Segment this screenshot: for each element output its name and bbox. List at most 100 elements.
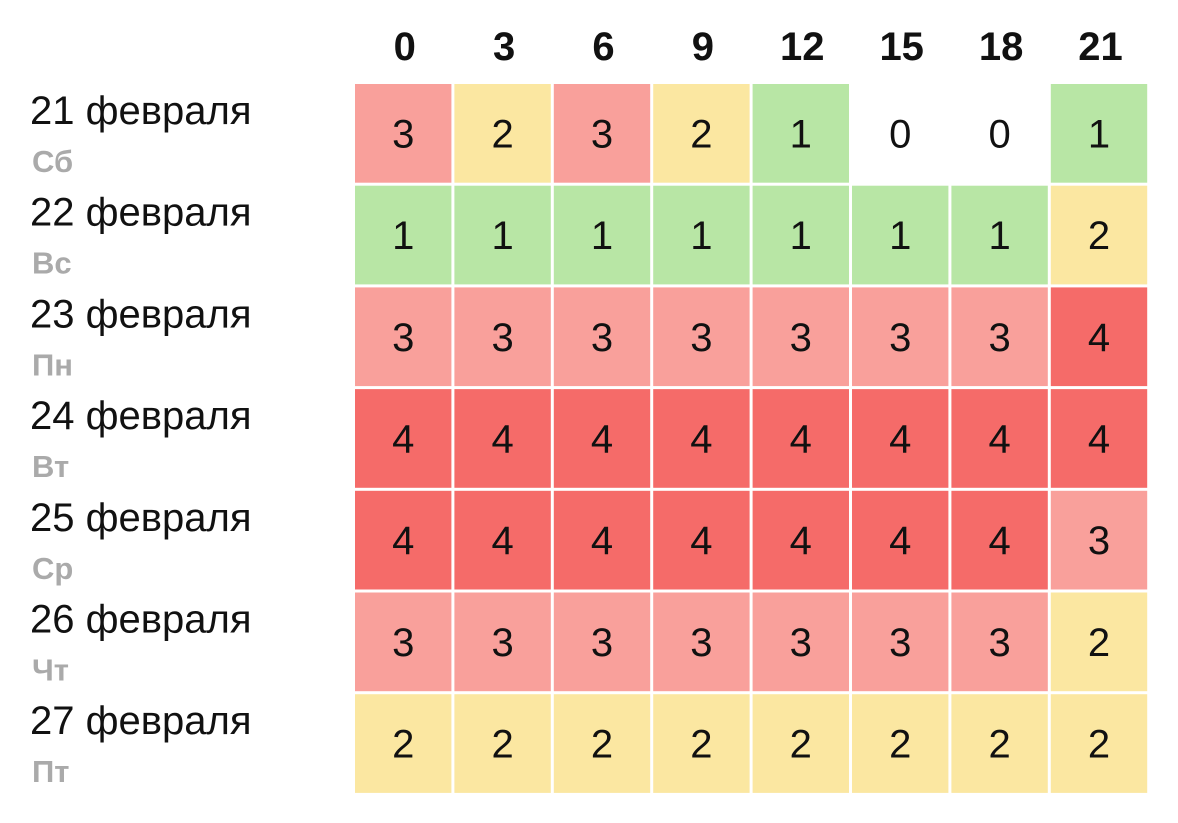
heatmap-cell xyxy=(951,185,1048,285)
heatmap-cell xyxy=(653,287,750,387)
cell-value: 4 xyxy=(591,519,613,563)
heatmap-cell xyxy=(454,84,551,183)
cell-value: 4 xyxy=(690,417,712,461)
heatmap-cell xyxy=(1050,84,1148,183)
cell-value: 2 xyxy=(988,723,1010,767)
cell-value: 4 xyxy=(988,417,1010,461)
heatmap-cell xyxy=(553,389,651,488)
cell-value: 4 xyxy=(690,519,712,563)
weekday-label: Ср xyxy=(32,551,73,586)
cell-value: 4 xyxy=(392,519,414,563)
cell-value: 3 xyxy=(790,316,812,360)
heatmap-cell xyxy=(752,694,849,793)
heatmap-cell xyxy=(951,592,1048,692)
heatmap-cell xyxy=(653,592,750,692)
cell-value: 3 xyxy=(790,621,812,665)
heatmap-cell xyxy=(653,84,750,183)
cell-value: 3 xyxy=(591,316,613,360)
cell-value: 2 xyxy=(690,723,712,767)
heatmap-cell xyxy=(454,389,551,488)
heatmap-cell xyxy=(653,694,750,793)
heatmap-cells: 3 2 3 2 1 0 0 1 1 1 1 1 1 1 1 2 3 3 3 3 3 3 3 4 4 4 4 4 4 4 4 4 4 4 4 4 4 4 4 3… xyxy=(355,84,1148,793)
cell-value: 2 xyxy=(889,723,911,767)
hour-label: 3 xyxy=(493,25,515,69)
weekday-label: Сб xyxy=(32,144,73,179)
cell-value: 2 xyxy=(1088,214,1110,258)
heatmap-cell xyxy=(852,185,949,285)
cell-value: 3 xyxy=(988,621,1010,665)
cell-value: 0 xyxy=(889,112,911,156)
cell-value: 3 xyxy=(392,316,414,360)
weekday-label: Пн xyxy=(32,347,73,382)
heatmap-cell xyxy=(553,592,651,692)
cell-value: 1 xyxy=(591,214,613,258)
cell-value: 1 xyxy=(690,214,712,258)
heatmap-cell xyxy=(653,490,750,590)
heatmap-cell xyxy=(951,287,1048,387)
heatmap-cell xyxy=(852,694,949,793)
heatmap-cell xyxy=(852,490,949,590)
hour-label: 21 xyxy=(1078,25,1123,69)
cell-value: 0 xyxy=(988,112,1010,156)
heatmap-cell xyxy=(1050,694,1148,793)
cell-value: 3 xyxy=(690,316,712,360)
cell-value: 1 xyxy=(988,214,1010,258)
cell-value: 1 xyxy=(889,214,911,258)
heatmap-cell xyxy=(852,592,949,692)
cell-value: 3 xyxy=(392,621,414,665)
cell-value: 2 xyxy=(690,112,712,156)
weekday-label: Пт xyxy=(32,754,69,789)
heatmap-cell xyxy=(553,185,651,285)
heatmap-cell xyxy=(1050,592,1148,692)
cell-value: 1 xyxy=(392,214,414,258)
hour-label: 12 xyxy=(780,25,825,69)
heatmap-cell xyxy=(454,490,551,590)
cell-value: 4 xyxy=(491,519,513,563)
heatmap-cell xyxy=(752,84,849,183)
cell-value: 3 xyxy=(491,621,513,665)
cell-value: 4 xyxy=(889,519,911,563)
hour-label: 6 xyxy=(592,25,614,69)
cell-value: 3 xyxy=(889,316,911,360)
cell-value: 4 xyxy=(1088,316,1110,360)
cell-value: 2 xyxy=(790,723,812,767)
cell-value: 4 xyxy=(790,519,812,563)
cell-value: 2 xyxy=(1088,621,1110,665)
heatmap-cell xyxy=(454,592,551,692)
heatmap-cell xyxy=(355,694,452,793)
cell-value: 2 xyxy=(1088,723,1110,767)
heatmap-cell xyxy=(951,694,1048,793)
heatmap-cell xyxy=(951,389,1048,488)
cell-value: 4 xyxy=(1088,417,1110,461)
heatmap-cell xyxy=(1050,185,1148,285)
heatmap-cell xyxy=(355,389,452,488)
cell-value: 3 xyxy=(392,112,414,156)
heatmap-cell xyxy=(355,287,452,387)
cell-value: 4 xyxy=(392,417,414,461)
heatmap-cell xyxy=(852,84,949,183)
cell-value: 2 xyxy=(491,723,513,767)
heatmap-cell xyxy=(355,185,452,285)
date-label: 25 февраля xyxy=(30,496,252,540)
cell-value: 2 xyxy=(491,112,513,156)
cell-value: 3 xyxy=(1088,519,1110,563)
cell-value: 1 xyxy=(491,214,513,258)
heatmap-cell xyxy=(752,592,849,692)
cell-value: 3 xyxy=(988,316,1010,360)
heatmap-cell xyxy=(454,694,551,793)
heatmap-cell xyxy=(752,389,849,488)
hour-labels: 0 3 6 9 12 15 18 21 xyxy=(394,25,1123,69)
heatmap-cell xyxy=(752,287,849,387)
heatmap-cell xyxy=(752,490,849,590)
weekday-label: Вс xyxy=(32,246,72,281)
heatmap-cell xyxy=(553,287,651,387)
hour-label: 18 xyxy=(979,25,1024,69)
cell-value: 3 xyxy=(591,621,613,665)
cell-value: 4 xyxy=(491,417,513,461)
weekday-label: Вт xyxy=(32,449,69,484)
cell-value: 3 xyxy=(889,621,911,665)
date-label: 23 февраля xyxy=(30,292,252,336)
date-label: 27 февраля xyxy=(30,699,252,743)
row-labels: 21 февраля Сб 22 февраля Вс 23 февраля Пн 24 ф… xyxy=(30,89,252,789)
